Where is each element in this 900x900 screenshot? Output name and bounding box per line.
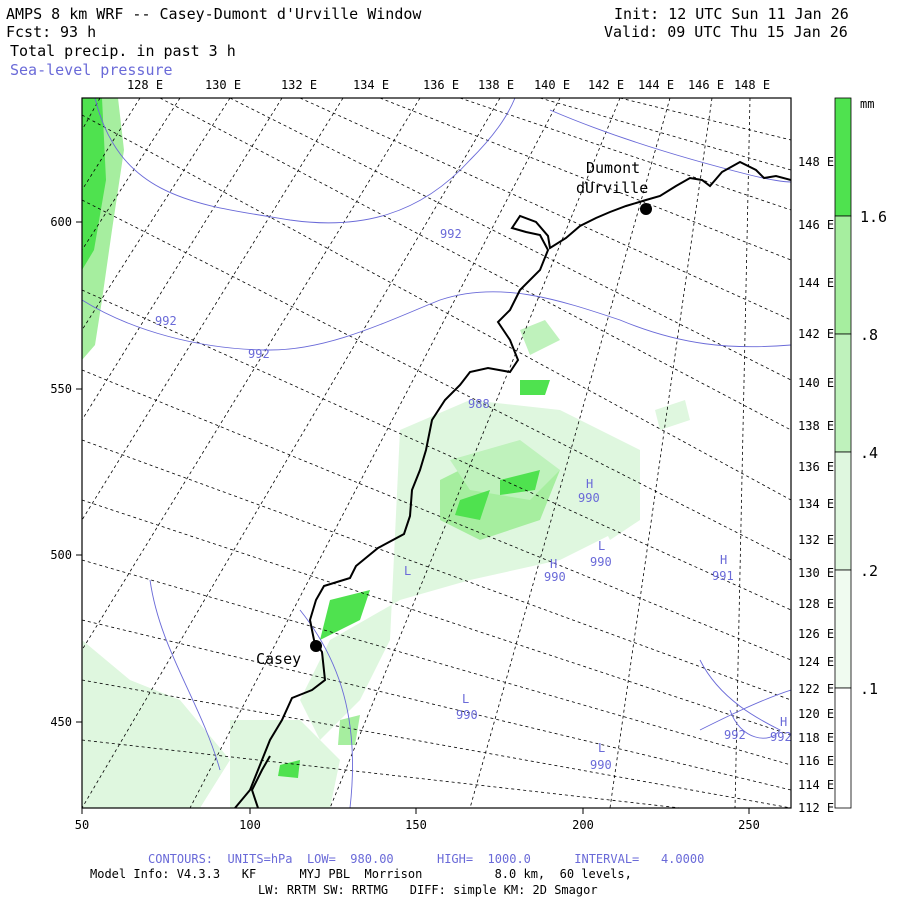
colorbar-bin [834,569,852,689]
pressure-center: L [404,564,411,578]
colorbar-label: 1.6 [860,208,887,226]
pressure-center: H [780,715,787,729]
pressure-label: 990 [590,758,612,772]
dumont-durville-station-marker [640,203,652,215]
station-label-durville: dUrville [576,179,648,197]
lon-label: 136 E [423,78,459,92]
pressure-label: 990 [544,570,566,584]
y-axis-labels: 600 550 500 450 [50,215,72,729]
lon-label: 132 E [281,78,317,92]
y-tick-label: 600 [50,215,72,229]
lon-label: 148 E [734,78,770,92]
lon-label: 138 E [798,419,834,433]
lon-label: 130 E [798,566,834,580]
pressure-label: 992 [440,227,462,241]
pressure-label: 990 [456,708,478,722]
colorbar-bin [834,687,852,809]
colorbar-unit: mm [860,97,874,111]
lon-label: 116 E [798,754,834,768]
map-title: AMPS 8 km WRF -- Casey-Dumont d'Urville … [6,5,422,23]
lon-label: 134 E [353,78,389,92]
lon-label: 124 E [798,655,834,669]
model-info: Model Info: V4.3.3 KF MYJ PBL Morrison 8… [90,867,632,881]
pressure-center: L [598,741,605,755]
lon-label: 146 E [688,78,724,92]
top-longitude-labels: 128 E 130 E 132 E 134 E 136 E 138 E 140 … [127,78,770,92]
colorbar-label: .8 [860,326,878,344]
y-tick-label: 500 [50,548,72,562]
colorbar-label: .2 [860,562,878,580]
lon-label: 142 E [798,327,834,341]
x-tick-label: 250 [738,818,760,832]
x-axis-labels: 50 100 150 200 250 [75,818,760,832]
colorbar-bin [834,333,852,453]
field-name: Total precip. in past 3 h [10,42,236,60]
colorbar-bin [834,451,852,571]
valid-time: Valid: 09 UTC Thu 15 Jan 26 [604,23,848,41]
right-longitude-labels: 148 E 146 E 144 E 142 E 140 E 138 E 136 … [798,155,834,815]
colorbar: mm 1.6 .8 .4 .2 .1 [834,97,887,809]
pressure-center: H [550,557,557,571]
lon-label: 128 E [127,78,163,92]
pressure-center: H [720,553,727,567]
pressure-label: 992 [155,314,177,328]
pressure-labels: 992 992 992 988 990 990 990 991 990 990 … [155,227,792,772]
x-tick-label: 200 [572,818,594,832]
lon-label: 138 E [478,78,514,92]
forecast-hours: 93 h [60,23,97,41]
lon-label: 132 E [798,533,834,547]
pressure-label: 990 [578,491,600,505]
physics-info: LW: RRTM SW: RRTMG DIFF: simple KM: 2D S… [258,883,598,897]
x-tick-label: 50 [75,818,89,832]
graticule-lines [82,98,791,808]
pressure-label: 992 [248,347,270,361]
lon-label: 114 E [798,778,834,792]
precipitation-field [82,98,690,808]
colorbar-label: .4 [860,444,878,462]
station-label-casey: Casey [256,650,301,668]
colorbar-bin [834,97,852,217]
pressure-contours [82,98,791,808]
lon-label: 112 E [798,801,834,815]
pressure-center: H [586,477,593,491]
y-tick-label: 550 [50,382,72,396]
lon-label: 130 E [205,78,241,92]
coastline [234,160,791,808]
lon-label: 122 E [798,682,834,696]
init-time: Init: 12 UTC Sun 11 Jan 26 [614,5,849,23]
lon-label: 142 E [588,78,624,92]
lon-label: 118 E [798,731,834,745]
axis-ticks [76,221,750,814]
contour-info: CONTOURS: UNITS=hPa LOW= 980.00 HIGH= 10… [148,852,705,866]
lon-label: 140 E [798,376,834,390]
pressure-label: 988 [468,397,490,411]
pressure-label: 991 [712,569,734,583]
y-tick-label: 450 [50,715,72,729]
colorbar-bin [834,215,852,335]
lon-label: 148 E [798,155,834,169]
lon-label: 140 E [534,78,570,92]
lon-label: 128 E [798,597,834,611]
lon-label: 144 E [638,78,674,92]
x-tick-label: 150 [405,818,427,832]
x-tick-label: 100 [239,818,261,832]
colorbar-label: .1 [860,680,878,698]
lon-label: 120 E [798,707,834,721]
pressure-label: 990 [590,555,612,569]
lon-label: 144 E [798,276,834,290]
lon-label: 136 E [798,460,834,474]
pressure-label: 992 [724,728,746,742]
pressure-label: 992 [770,730,792,744]
casey-station-marker [310,640,322,652]
lon-label: 134 E [798,497,834,511]
forecast-label: Fcst: [6,23,52,41]
lon-label: 126 E [798,627,834,641]
map-frame [81,97,792,809]
contour-field-name: Sea-level pressure [10,61,173,79]
station-label-dumont: Dumont [586,159,640,177]
lon-label: 146 E [798,218,834,232]
pressure-center: L [462,692,469,706]
pressure-center: L [598,539,605,553]
